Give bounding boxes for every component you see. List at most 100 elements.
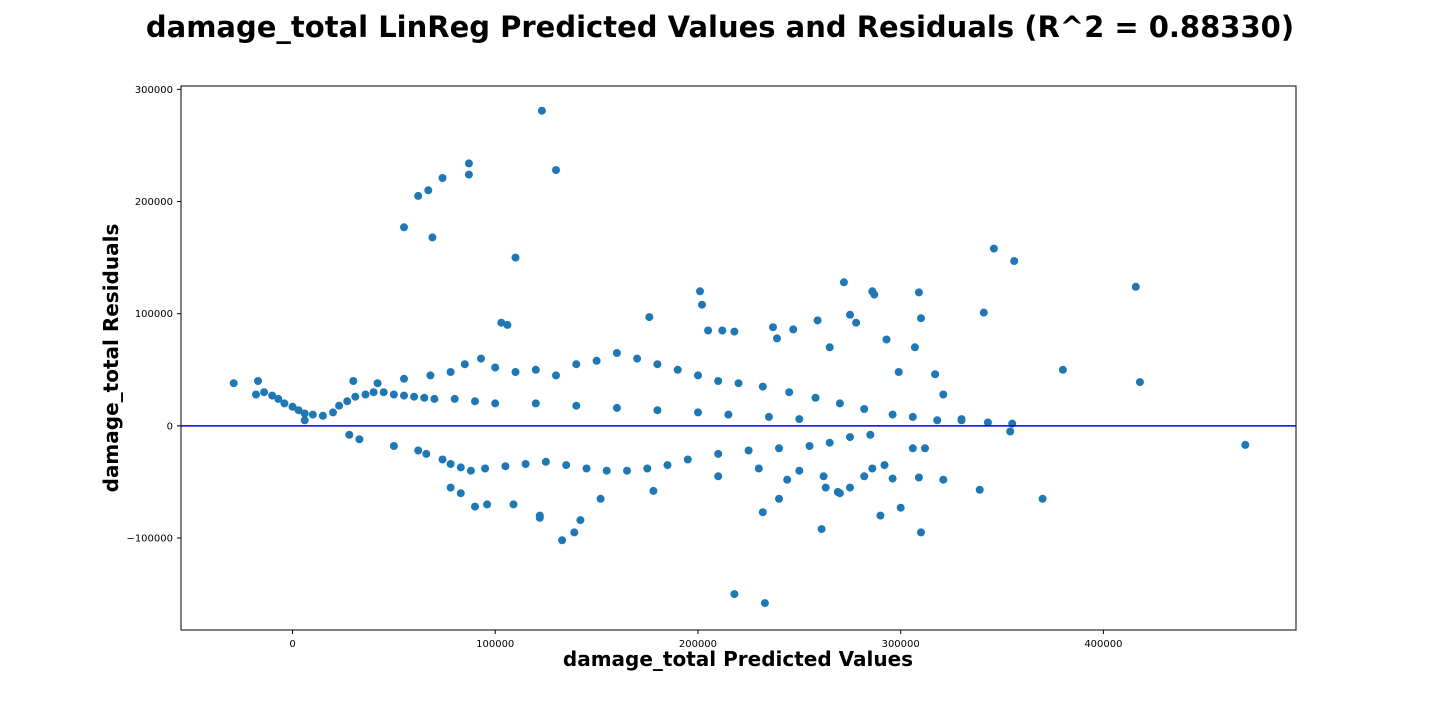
scatter-point [456,489,465,498]
scatter-point [389,442,398,450]
scatter-point [846,483,854,492]
scatter-point [846,310,854,319]
scatter-point [643,464,652,473]
scatter-point [908,444,917,453]
scatter-point [491,363,500,372]
scatter-point [917,314,925,323]
scatter-point [491,399,500,408]
scatter-point [509,500,518,509]
y-axis-label: damage_total Residuals [99,224,123,493]
scatter-point [460,360,469,369]
scatter-point [868,464,877,473]
scatter-point [576,516,585,525]
scatter-point [1058,365,1067,374]
scatter-point [572,360,581,369]
scatter-point [229,379,238,388]
x-tick-label: 200000 [679,639,717,650]
scatter-point [860,472,869,481]
scatter-point [481,464,490,473]
scatter-point [1006,427,1015,436]
scatter-point [694,371,702,380]
scatter-point [910,343,919,352]
scatter-point [852,318,861,327]
scatter-point [860,405,869,413]
scatter-point [795,415,804,424]
scatter-point [477,354,485,363]
scatter-point [894,368,903,376]
scatter-point [570,528,579,537]
scatter-point [531,365,540,374]
scatter-point [592,356,601,365]
scatter-point [424,186,433,195]
scatter-point [931,370,940,379]
scatter-point [813,316,822,325]
scatter-point [318,411,327,420]
scatter-point [355,435,364,444]
scatter-point [846,433,854,442]
scatter-point [880,461,889,470]
scatter-point [379,388,388,397]
y-tick-label: 100000 [135,309,173,320]
scatter-point [896,503,905,512]
scatter-point [983,418,992,427]
scatter-point [349,377,358,385]
scatter-point [653,406,662,415]
scatter-point [785,388,794,397]
scatter-point [698,300,706,309]
x-axis: 0 100000 200000 300000 400000 [289,630,1123,650]
scatter-point [645,313,654,322]
scatter-point [805,442,814,450]
scatter-point [758,508,767,517]
scatter-point [471,502,479,511]
scatter-point [811,393,820,402]
scatter-point [888,474,897,483]
scatter-point [979,308,988,317]
scatter-point [714,472,723,481]
scatter-point [430,394,439,403]
scatter-point [572,401,581,410]
scatter-point [400,223,408,232]
scatter-point [456,463,465,472]
scatter-point [673,365,682,374]
scatter-point [446,368,455,376]
scatter-point [917,528,925,537]
scatter-point [541,457,550,466]
scatter-point [1241,440,1250,449]
scatter-point [511,253,520,262]
scatter-point [764,412,773,421]
scatter-point [839,278,848,287]
scatter-point [694,408,702,417]
scatter-point [683,455,692,464]
y-tick-label: 0 [167,421,173,432]
scatter-point [1135,378,1144,387]
scatter-point [819,472,828,481]
scatter-point [870,290,879,299]
scatter-point [789,325,798,334]
scatter-point [596,494,605,503]
scatter-point [537,106,546,115]
chart-title: damage_total LinReg Predicted Values and… [146,10,1294,44]
scatter-point [730,590,739,599]
x-tick-label: 300000 [882,639,920,650]
scatter-point [274,394,283,403]
scatter-point [714,449,723,458]
scatter-point [921,444,929,453]
scatter-point [734,379,743,388]
scatter-point [308,410,317,419]
scatter-point [989,244,998,253]
scatter-point [866,430,875,439]
scatter-point [835,399,844,408]
scatter-point [552,371,560,380]
scatter-point [612,349,621,357]
scatter-point [744,446,753,455]
scatter-point [400,374,408,383]
scatter-point [558,536,567,545]
scatter-point [426,371,435,380]
scatter-point [428,233,437,242]
scatter-point [783,475,792,484]
scatter-point [471,397,479,406]
points-layer [229,106,1250,608]
scatter-point [939,475,948,484]
scatter-point [511,368,520,376]
